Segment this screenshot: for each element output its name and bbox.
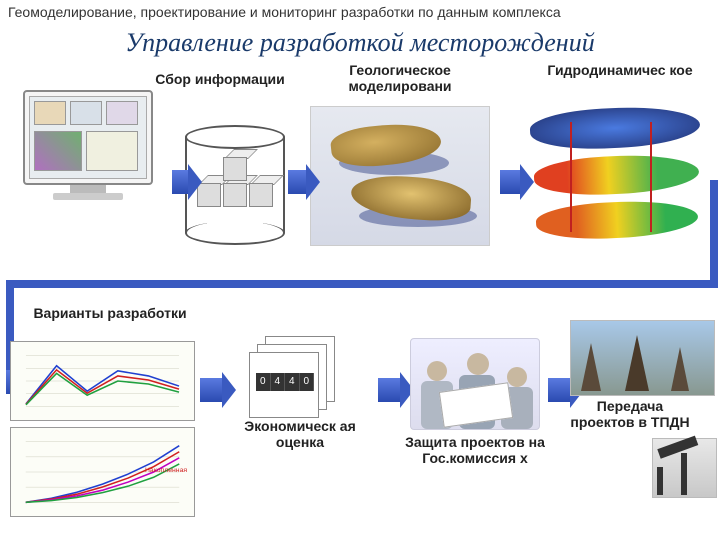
block-variants: Варианты разработки Накопленная — [10, 305, 210, 505]
block-hydro: Гидродинамичес кое — [520, 62, 720, 252]
counter-d3: 0 — [300, 373, 315, 391]
block-transfer: Передача проектов в ТПДН — [570, 318, 720, 518]
block-protect: Защита проектов на Гос.комиссия х — [400, 330, 550, 510]
counter-d0: 0 — [256, 373, 271, 391]
flow-connector-v — [710, 180, 718, 285]
document-stack-icon: 0 4 4 0 — [249, 336, 339, 416]
arrow-1 — [172, 170, 188, 194]
oilfield-photo-2 — [652, 438, 717, 498]
computer-illustration — [8, 90, 168, 230]
hydro-model-image — [520, 102, 715, 252]
arrow-6 — [548, 378, 570, 402]
arrow-5 — [378, 378, 400, 402]
oilfield-photo-1 — [570, 320, 715, 396]
transfer-label: Передача проектов в ТПДН — [570, 398, 690, 430]
geo-label: Геологическое моделировани — [300, 62, 500, 94]
variants-chart-2: Накопленная — [10, 427, 195, 517]
variants-label: Варианты разработки — [10, 305, 210, 321]
block-sbor: Сбор информации — [155, 65, 285, 245]
counter-d1: 4 — [271, 373, 286, 391]
people-illustration — [410, 338, 540, 430]
svg-text:Накопленная: Накопленная — [145, 467, 187, 474]
page-title: Управление разработкой месторождений — [0, 28, 720, 58]
variants-chart-1 — [10, 341, 195, 421]
flow-connector-h — [6, 280, 718, 288]
econ-label: Экономическ ая оценка — [225, 418, 375, 450]
block-geo: Геологическое моделировани — [300, 62, 500, 242]
hydro-label: Гидродинамичес кое — [520, 62, 720, 78]
geo-model-image — [310, 106, 490, 246]
arrow-3 — [500, 170, 520, 194]
arrow-4 — [200, 378, 222, 402]
protect-label: Защита проектов на Гос.комиссия х — [400, 434, 550, 466]
arrow-2 — [288, 170, 306, 194]
page-subtitle: Геомоделирование, проектирование и монит… — [8, 4, 561, 20]
block-econ: 0 4 4 0 Экономическ ая оценка — [225, 330, 375, 470]
sbor-label: Сбор информации — [155, 71, 285, 87]
counter-d2: 4 — [285, 373, 300, 391]
